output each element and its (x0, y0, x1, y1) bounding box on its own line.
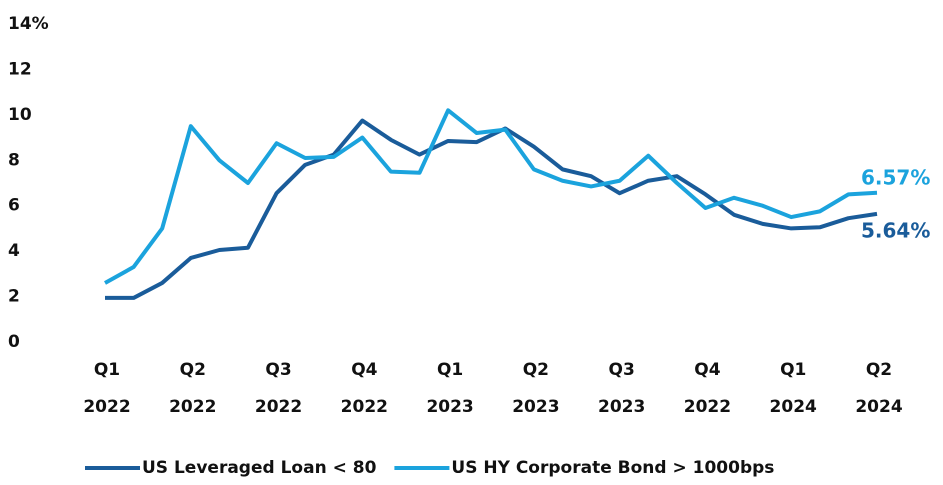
x-tick-label: Q1 2023 (426, 360, 474, 417)
y-tick-label: 0 (8, 332, 20, 352)
x-tick-label: Q1 2024 (769, 360, 817, 417)
y-tick-label: 8 (8, 150, 20, 170)
x-tick-label: Q2 2022 (169, 360, 217, 417)
y-tick-label: 6 (8, 196, 20, 216)
legend-label: US Leveraged Loan < 80 (142, 458, 377, 478)
x-tick-label: Q2 2023 (512, 360, 560, 417)
legend-label: US HY Corporate Bond > 1000bps (451, 458, 774, 478)
y-tick-label: 14% (8, 14, 49, 34)
y-tick-label: 4 (8, 241, 20, 261)
y-tick-label: 2 (8, 287, 20, 307)
end-label: 6.57% (861, 165, 930, 189)
x-tick-label: Q3 2023 (597, 360, 646, 417)
x-tick-label: Q2 2024 (855, 360, 903, 417)
y-tick-label: 12 (8, 59, 32, 79)
line (104, 108, 878, 285)
line (105, 118, 878, 300)
x-tick-label: Q3 2022 (254, 360, 303, 417)
y-tick-label: 10 (8, 105, 32, 125)
x-tick-label: Q4 2022 (683, 360, 732, 417)
x-tick-label: Q1 2022 (83, 360, 131, 417)
x-tick-label: Q4 2022 (340, 360, 388, 417)
end-label: 5.64% (861, 218, 930, 242)
